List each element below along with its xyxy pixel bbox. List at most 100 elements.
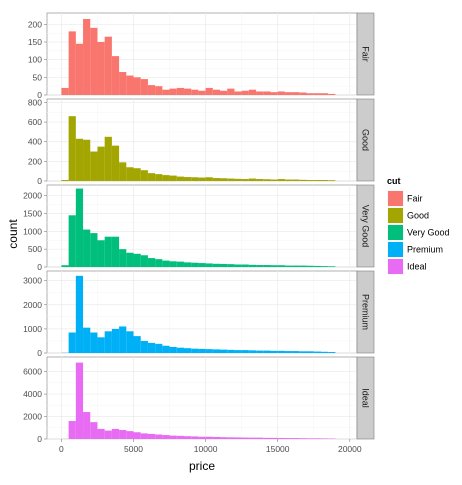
histogram-bar xyxy=(170,436,177,439)
y-tick-label: 3000 xyxy=(23,276,42,286)
histogram-bar xyxy=(299,93,306,95)
histogram-bar xyxy=(119,430,126,439)
legend-label: Very Good xyxy=(407,228,450,238)
histogram-bar xyxy=(220,437,227,439)
histogram-bar xyxy=(184,89,191,95)
legend-label: Ideal xyxy=(407,262,427,272)
y-tick-label: 2000 xyxy=(23,191,42,201)
histogram-bar xyxy=(105,137,112,181)
y-tick-label: 50 xyxy=(33,72,43,82)
histogram-bar xyxy=(148,343,155,353)
histogram-bar xyxy=(263,265,270,267)
histogram-bar xyxy=(307,180,314,181)
histogram-bar xyxy=(61,180,68,181)
histogram-bar xyxy=(69,31,76,95)
histogram-bar xyxy=(314,180,321,181)
histogram-bar xyxy=(126,431,133,439)
histogram-bar xyxy=(198,349,205,353)
histogram-bar xyxy=(119,72,126,95)
y-tick-label: 2000 xyxy=(23,412,42,422)
y-tick-label: 1000 xyxy=(23,226,42,236)
histogram-bar xyxy=(285,180,292,181)
histogram-bar xyxy=(141,255,148,267)
histogram-bar xyxy=(97,429,104,439)
y-tick-label: 200 xyxy=(28,19,42,29)
histogram-bar xyxy=(220,350,227,353)
y-tick-label: 1000 xyxy=(23,324,42,334)
histogram-bar xyxy=(191,90,198,95)
histogram-bar xyxy=(134,77,141,95)
histogram-bar xyxy=(234,350,241,353)
histogram-bar xyxy=(83,412,90,439)
facet-strip-label: Ideal xyxy=(361,388,371,408)
histogram-bar xyxy=(69,333,76,354)
histogram-bar xyxy=(292,438,299,439)
histogram-bar xyxy=(256,91,263,95)
histogram-bar xyxy=(227,264,234,267)
histogram-bar xyxy=(90,333,97,354)
histogram-bar xyxy=(206,263,213,267)
histogram-bar xyxy=(69,421,76,439)
histogram-bar xyxy=(97,240,104,267)
histogram-bar xyxy=(162,175,169,181)
histogram-bar xyxy=(155,435,162,439)
histogram-bar xyxy=(213,349,220,353)
y-tick-label: 0 xyxy=(37,262,42,272)
histogram-bar xyxy=(148,173,155,181)
x-tick-label: 20000 xyxy=(338,444,362,454)
y-tick-label: 0 xyxy=(37,348,42,358)
facet-panels: 050100150200Fair0200400600800Good0500100… xyxy=(23,13,374,444)
y-tick-label: 6000 xyxy=(23,367,42,377)
histogram-bar xyxy=(177,436,184,439)
histogram-bar xyxy=(198,437,205,439)
histogram-bar xyxy=(307,93,314,95)
histogram-bar xyxy=(61,88,68,95)
histogram-bar xyxy=(242,179,249,181)
histogram-bar xyxy=(234,265,241,267)
x-tick-label: 10000 xyxy=(194,444,218,454)
histogram-bar xyxy=(278,179,285,181)
histogram-bar xyxy=(126,253,133,267)
histogram-bar xyxy=(76,276,83,353)
histogram-bar xyxy=(285,438,292,439)
histogram-bar xyxy=(256,351,263,353)
histogram-bar xyxy=(126,76,133,95)
histogram-bar xyxy=(234,437,241,439)
histogram-bar xyxy=(155,174,162,181)
histogram-bar xyxy=(97,147,104,181)
histogram-bar xyxy=(141,433,148,439)
histogram-bar xyxy=(76,189,83,267)
histogram-bar xyxy=(155,86,162,95)
legend-key xyxy=(388,242,403,257)
histogram-bar xyxy=(213,437,220,439)
histogram-bar xyxy=(112,146,119,181)
histogram-bar xyxy=(249,438,256,439)
histogram-bar xyxy=(90,28,97,95)
histogram-bar xyxy=(90,152,97,181)
histogram-bar xyxy=(76,363,83,439)
legend-label: Premium xyxy=(407,245,443,255)
histogram-bar xyxy=(278,438,285,439)
histogram-bar xyxy=(184,436,191,439)
histogram-bar xyxy=(105,37,112,95)
legend-label: Good xyxy=(407,211,429,221)
y-tick-label: 100 xyxy=(28,55,42,65)
histogram-bar xyxy=(170,176,177,181)
x-axis-title: price xyxy=(189,459,215,473)
histogram-bar xyxy=(155,344,162,353)
histogram-bar xyxy=(105,431,112,439)
histogram-bar xyxy=(314,266,321,267)
histogram-bar xyxy=(270,180,277,181)
histogram-bar xyxy=(213,90,220,95)
histogram-bar xyxy=(134,168,141,181)
histogram-bar xyxy=(307,438,314,439)
histogram-bar xyxy=(285,92,292,95)
histogram-bar xyxy=(134,336,141,353)
histogram-bar xyxy=(105,331,112,353)
histogram-bar xyxy=(83,140,90,181)
y-tick-label: 800 xyxy=(28,97,42,107)
